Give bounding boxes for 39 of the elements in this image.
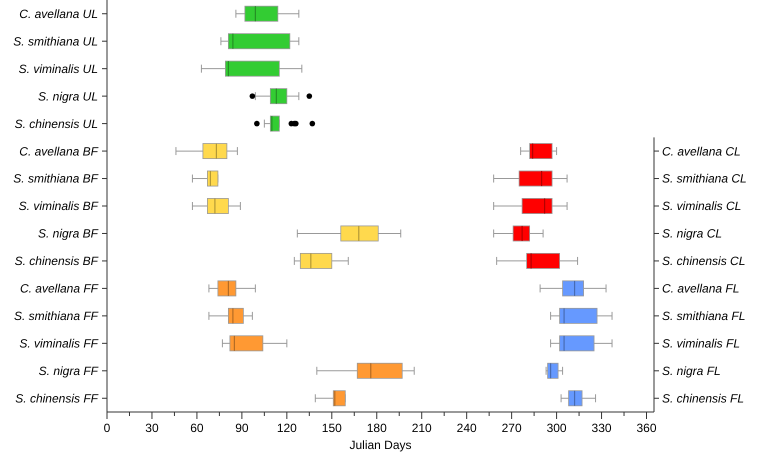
- y2-tick-label: S. chinensis CL: [662, 254, 746, 268]
- y-tick-label: S. viminalis FF: [19, 336, 99, 351]
- x-tick-label: 210: [412, 421, 432, 435]
- y2-tick-label: S. nigra CL: [662, 226, 722, 241]
- x-tick-label: 240: [456, 421, 478, 435]
- x-tick-label: 120: [276, 421, 298, 435]
- x-tick-label: 300: [546, 421, 567, 435]
- y-tick-label: S. nigra FF: [38, 364, 99, 378]
- y-tick-label: S. smithiana UL: [13, 34, 98, 48]
- x-tick-label: 0: [104, 421, 111, 435]
- y-tick-label: S. chinensis FF: [15, 391, 99, 406]
- y2-tick-label: S. smithiana FL: [662, 309, 746, 324]
- y-tick-label: S. chinensis UL: [14, 116, 98, 131]
- y-tick-label: S. nigra UL: [38, 89, 98, 104]
- y-tick-label: S. chinensis BF: [14, 254, 99, 268]
- x-tick-label: 180: [366, 421, 388, 435]
- x-tick-label: 150: [322, 421, 342, 435]
- y2-tick-label: C. avellana CL: [662, 144, 741, 158]
- y2-tick-label: S. nigra FL: [662, 364, 721, 378]
- x-tick-label: 90: [235, 421, 249, 435]
- x-tick-label: 360: [636, 421, 657, 435]
- x-tick-label: 270: [502, 421, 522, 435]
- x-tick-label: 60: [190, 421, 204, 435]
- y2-tick-label: S. chinensis FL: [662, 391, 744, 406]
- y-tick-label: C. avellana FF: [20, 282, 99, 296]
- y-tick-label: S. smithiana FF: [14, 309, 99, 324]
- y2-tick-label: S. smithiana CL: [662, 172, 747, 186]
- y-tick-label: S. viminalis UL: [18, 62, 98, 76]
- x-axis-title: Julian Days: [349, 438, 412, 452]
- y-tick-label: C. avellana UL: [19, 6, 98, 21]
- y-tick-label: C. avellana BF: [19, 144, 99, 158]
- x-tick-label: 30: [145, 421, 159, 435]
- y-tick-label: S. smithiana BF: [13, 172, 99, 186]
- y2-tick-label: S. viminalis CL: [662, 199, 742, 214]
- y2-tick-label: S. viminalis FL: [662, 336, 740, 351]
- y-tick-label: S. nigra BF: [38, 226, 99, 241]
- y2-tick-label: C. avellana FL: [662, 282, 740, 296]
- x-tick-label: 330: [592, 421, 612, 435]
- y-tick-label: S. viminalis BF: [18, 199, 99, 214]
